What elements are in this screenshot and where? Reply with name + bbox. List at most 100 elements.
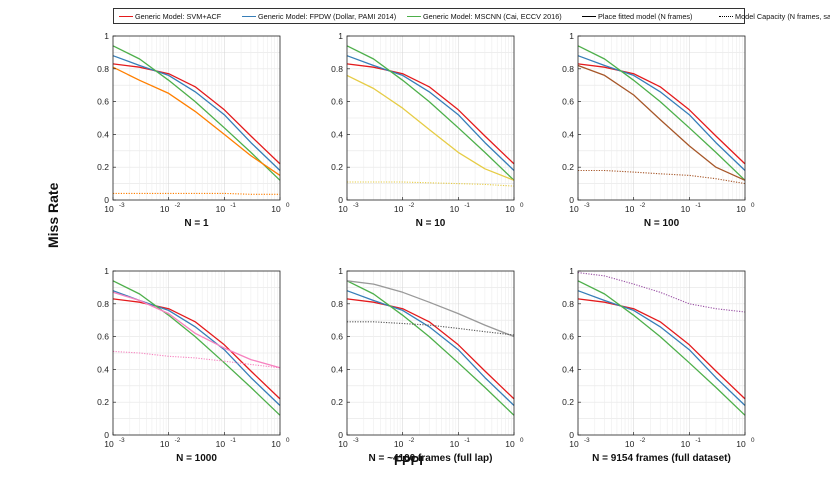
x-tick-exponent: -1 [695,202,701,209]
legend-swatch-fpdw [242,16,256,17]
axes-box [346,35,515,201]
y-tick-label: 0 [338,430,343,440]
subplot-title: N = 1000 [176,453,217,464]
series-line-generic-model-svm-acf [577,63,746,165]
y-tick-label: 0.4 [562,129,574,139]
series-line-generic-model-mscnn-cai-eccv-2016 [112,45,281,181]
x-tick-label: 10 [450,439,460,449]
series-line-generic-model-fpdw-dollar-pami-2014 [577,290,746,406]
x-tick-label: 10 [625,204,635,214]
x-tick-label: 10 [338,204,348,214]
legend: Generic Model: SVM+ACF Generic Model: FP… [113,8,830,24]
x-tick-exponent: 0 [751,437,755,444]
y-tick-label: 0.8 [562,299,574,309]
x-tick-label: 10 [271,204,281,214]
series-line-generic-model-fpdw-dollar-pami-2014 [346,290,515,406]
x-tick-label: 10 [216,439,226,449]
y-tick-label: 1 [104,31,109,41]
series-line-generic-model-svm-acf [112,298,281,400]
x-tick-label: 10 [736,439,746,449]
subplot-title: N = 100 [644,218,680,229]
x-tick-label: 10 [625,439,635,449]
series-line-generic-model-svm-acf [112,63,281,165]
x-tick-exponent: -3 [584,437,590,444]
y-tick-label: 0.6 [331,97,343,107]
x-tick-exponent: -3 [584,202,590,209]
legend-swatch-place-fitted [582,16,596,17]
y-tick-label: 1 [569,31,574,41]
y-tick-label: 0 [569,430,574,440]
legend-swatch-svm-acf [119,16,133,17]
x-tick-label: 10 [394,439,404,449]
x-tick-label: 10 [104,204,114,214]
series-line-generic-model-mscnn-cai-eccv-2016 [577,45,746,181]
y-tick-label: 0.4 [97,364,109,374]
y-tick-label: 1 [338,31,343,41]
series-line-generic-model-svm-acf [346,298,515,400]
x-tick-label: 10 [681,204,691,214]
x-tick-exponent: 0 [751,202,755,209]
series-line-place-fitted-model-n-frames [112,291,281,369]
x-tick-label: 10 [736,204,746,214]
y-tick-label: 0.4 [331,129,343,139]
legend-swatch-model-capacity [719,16,733,17]
y-tick-label: 1 [104,266,109,276]
y-tick-label: 0.6 [562,332,574,342]
series-line-model-capacity-n-frames-same-lap-dotted [112,350,281,369]
subplot-title: N = 10 [416,218,446,229]
y-tick-label: 0.8 [97,299,109,309]
x-tick-label: 10 [450,204,460,214]
x-tick-exponent: -3 [353,437,359,444]
x-tick-exponent: -2 [409,437,415,444]
y-tick-label: 0.2 [331,397,343,407]
x-tick-exponent: -2 [175,202,181,209]
y-tick-label: 0 [104,195,109,205]
legend-label-fpdw: Generic Model: FPDW (Dollar, PAMI 2014) [258,12,397,21]
axes-box [346,270,515,436]
y-tick-label: 0.2 [331,162,343,172]
series-line-generic-model-fpdw-dollar-pami-2014 [577,55,746,171]
legend-label-mscnn: Generic Model: MSCNN (Cai, ECCV 2016) [423,12,562,21]
legend-label-place-fitted: Place fitted model (N frames) [598,12,693,21]
x-tick-exponent: -1 [230,202,236,209]
x-tick-label: 10 [569,204,579,214]
x-tick-label: 10 [216,204,226,214]
x-tick-exponent: -3 [353,202,359,209]
x-tick-exponent: -1 [464,437,470,444]
series-line-generic-model-fpdw-dollar-pami-2014 [346,55,515,171]
x-tick-exponent: 0 [520,437,524,444]
y-tick-label: 0.8 [331,64,343,74]
series-line-place-fitted-model-n-frames-dotted [577,272,746,313]
x-tick-exponent: 0 [520,202,524,209]
x-tick-exponent: -1 [464,202,470,209]
axes-box [577,270,746,436]
x-tick-label: 10 [505,204,515,214]
y-tick-label: 0.8 [97,64,109,74]
axes-box [577,35,746,201]
series-line-model-capacity-n-frames-same-lap-dotted [113,192,280,195]
y-tick-label: 0 [104,430,109,440]
y-tick-label: 0 [338,195,343,205]
x-tick-label: 10 [569,439,579,449]
x-tick-exponent: -3 [119,202,125,209]
y-tick-label: 0.6 [97,97,109,107]
axes-box [112,270,281,436]
legend-label-model-capacity: Model Capacity (N frames, same lap) [735,12,830,21]
series-line-generic-model-fpdw-dollar-pami-2014 [112,55,281,171]
y-tick-label: 0.2 [97,397,109,407]
y-tick-label: 0.6 [97,332,109,342]
series-line-place-fitted-model-n-frames [346,280,515,338]
y-tick-label: 1 [338,266,343,276]
series-line-generic-model-mscnn-cai-eccv-2016 [346,45,515,181]
x-tick-exponent: -2 [409,202,415,209]
legend-label-svm-acf: Generic Model: SVM+ACF [135,12,222,21]
axes-box [112,35,281,201]
series-line-generic-model-mscnn-cai-eccv-2016 [346,280,515,416]
y-tick-label: 0.2 [562,397,574,407]
x-tick-label: 10 [681,439,691,449]
x-axis-label: FPPI [394,453,423,468]
